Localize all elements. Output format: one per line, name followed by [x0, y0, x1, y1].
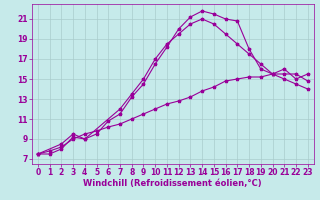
X-axis label: Windchill (Refroidissement éolien,°C): Windchill (Refroidissement éolien,°C) [84, 179, 262, 188]
